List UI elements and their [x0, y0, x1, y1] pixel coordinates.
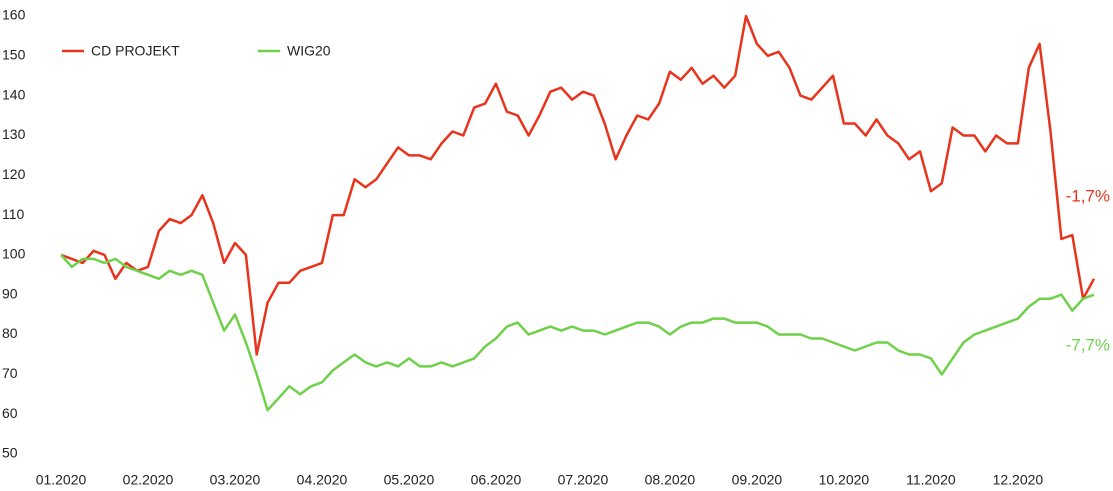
x-tick-label: 09.2020: [732, 472, 783, 488]
y-tick-label: 90: [2, 285, 18, 301]
annotation: -7,7%: [1066, 335, 1110, 354]
y-tick-label: 70: [2, 365, 18, 381]
x-tick-label: 02.2020: [123, 472, 174, 488]
y-tick-label: 140: [2, 86, 26, 102]
line-series: [60, 254, 1095, 412]
x-tick-label: 05.2020: [384, 472, 435, 488]
y-tick-label: 150: [2, 47, 26, 63]
y-tick-label: 110: [2, 206, 25, 222]
x-tick-label: 04.2020: [297, 472, 348, 488]
x-tick-label: 06.2020: [471, 472, 522, 488]
y-tick-label: 130: [2, 126, 26, 142]
y-tick-label: 50: [2, 445, 18, 461]
annotation: -1,7%: [1066, 186, 1110, 205]
x-tick-label: 08.2020: [645, 472, 696, 488]
legend-label: WIG20: [287, 43, 331, 59]
x-tick-label: 10.2020: [819, 472, 870, 488]
line-series: [60, 14, 1096, 356]
x-tick-label: 03.2020: [210, 472, 261, 488]
x-tick-label: 01.2020: [36, 472, 87, 488]
y-tick-label: 60: [2, 405, 18, 421]
x-tick-label: 12.2020: [993, 472, 1044, 488]
x-tick-label: 11.2020: [906, 472, 956, 488]
x-tick-label: 07.2020: [558, 472, 609, 488]
legend-label: CD PROJEKT: [91, 43, 180, 59]
y-tick-label: 120: [2, 166, 26, 182]
y-tick-label: 160: [2, 7, 26, 23]
y-tick-label: 80: [2, 325, 18, 341]
y-tick-label: 100: [2, 246, 26, 262]
